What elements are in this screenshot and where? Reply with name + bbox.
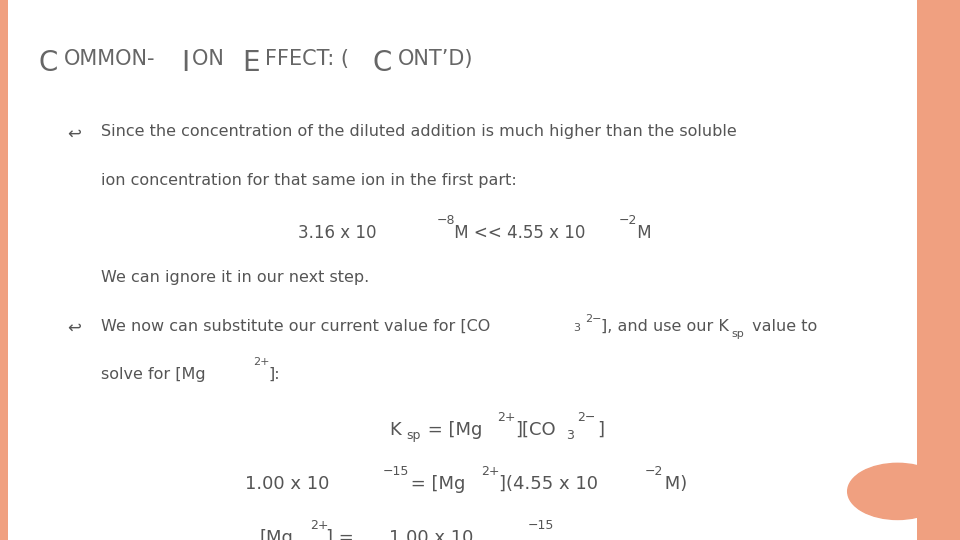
- Text: ion concentration for that same ion in the first part:: ion concentration for that same ion in t…: [101, 173, 516, 188]
- Text: K: K: [389, 421, 400, 439]
- Text: 2−: 2−: [586, 314, 602, 325]
- Text: ↩: ↩: [67, 124, 81, 142]
- Text: 2−: 2−: [577, 411, 595, 424]
- Text: ]:: ]:: [269, 367, 280, 382]
- Text: 3.16 x 10: 3.16 x 10: [298, 224, 376, 242]
- Text: 2+: 2+: [253, 357, 270, 368]
- Text: 3: 3: [573, 323, 580, 333]
- Text: 1.00 x 10: 1.00 x 10: [389, 529, 473, 540]
- Text: = [Mg: = [Mg: [422, 421, 483, 439]
- Text: −2: −2: [645, 465, 663, 478]
- Text: M: M: [632, 224, 651, 242]
- Text: 2+: 2+: [310, 519, 328, 532]
- Text: We now can substitute our current value for [CO: We now can substitute our current value …: [101, 319, 490, 334]
- Text: −15: −15: [383, 465, 409, 478]
- Circle shape: [848, 463, 948, 519]
- Text: −15: −15: [528, 519, 554, 532]
- Text: ON: ON: [192, 49, 230, 69]
- Text: [Mg: [Mg: [259, 529, 293, 540]
- Text: ](4.55 x 10: ](4.55 x 10: [499, 475, 598, 493]
- Text: solve for [Mg: solve for [Mg: [101, 367, 205, 382]
- Text: ][CO: ][CO: [516, 421, 556, 439]
- Text: M << 4.55 x 10: M << 4.55 x 10: [449, 224, 586, 242]
- Text: 2+: 2+: [497, 411, 516, 424]
- Text: ] =: ] =: [326, 529, 360, 540]
- Text: 2+: 2+: [481, 465, 499, 478]
- Text: = [Mg: = [Mg: [405, 475, 466, 493]
- Text: sp: sp: [732, 329, 744, 340]
- Text: ]: ]: [597, 421, 604, 439]
- Text: FFECT: (: FFECT: (: [265, 49, 348, 69]
- Text: E: E: [242, 49, 259, 77]
- Text: C: C: [372, 49, 393, 77]
- Text: ↩: ↩: [67, 319, 81, 336]
- Text: OMMON-: OMMON-: [63, 49, 155, 69]
- Text: value to: value to: [747, 319, 817, 334]
- Text: C: C: [38, 49, 58, 77]
- Text: −2: −2: [619, 214, 637, 227]
- Text: ONT’D): ONT’D): [397, 49, 473, 69]
- Text: ], and use our K: ], and use our K: [601, 319, 729, 334]
- Text: 1.00 x 10: 1.00 x 10: [245, 475, 329, 493]
- Text: sp: sp: [406, 429, 420, 442]
- Text: I: I: [181, 49, 190, 77]
- Text: −8: −8: [437, 214, 455, 227]
- Text: 3: 3: [566, 429, 574, 442]
- Text: We can ignore it in our next step.: We can ignore it in our next step.: [101, 270, 369, 285]
- Text: M): M): [659, 475, 686, 493]
- Text: Since the concentration of the diluted addition is much higher than the soluble: Since the concentration of the diluted a…: [101, 124, 736, 139]
